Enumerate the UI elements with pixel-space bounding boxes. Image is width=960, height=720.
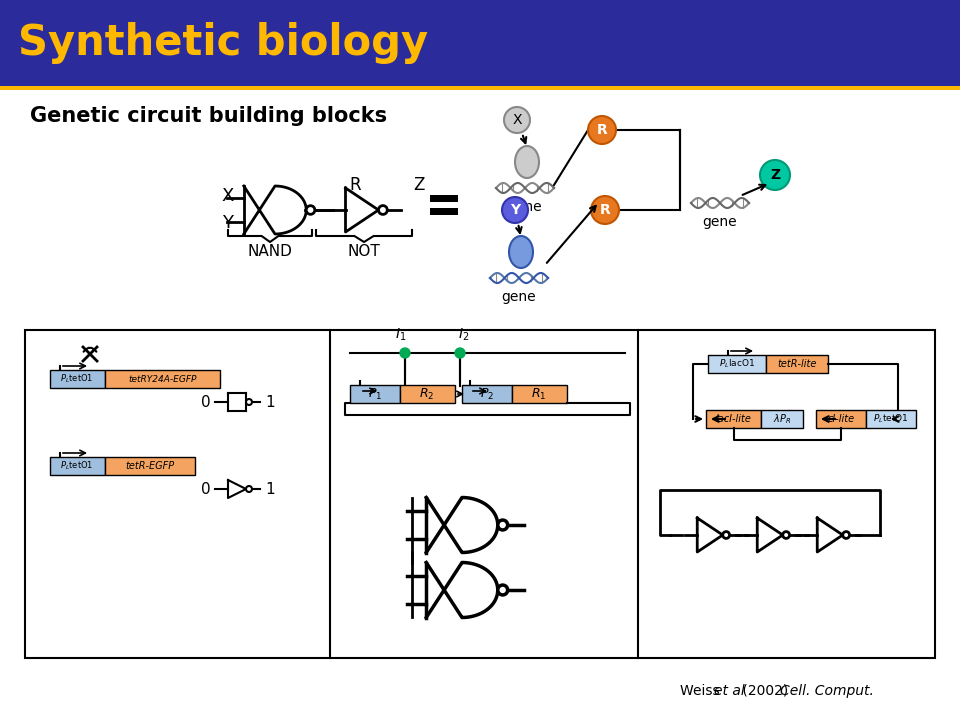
Text: $I_1$: $I_1$ [396,327,407,343]
Bar [430,195,458,202]
Polygon shape [817,518,843,552]
Bar [708,355,766,373]
Bar [761,410,803,428]
Circle shape [455,348,465,358]
Text: (2002): (2002) [738,684,793,698]
Circle shape [400,348,410,358]
Text: R: R [600,203,611,217]
Bar [400,385,455,403]
Bar [50,370,105,388]
Bar [816,410,866,428]
Text: $R_1$: $R_1$ [531,387,546,402]
Text: tetRY24A-EGFP: tetRY24A-EGFP [129,374,197,384]
Text: $P_L$lacO1: $P_L$lacO1 [719,358,756,370]
Polygon shape [426,498,497,552]
Circle shape [723,531,730,539]
Text: Synthetic biology: Synthetic biology [18,22,428,64]
Polygon shape [697,518,723,552]
Text: $P_L$tetO1: $P_L$tetO1 [873,413,909,426]
Text: $R_2$: $R_2$ [420,387,435,402]
Circle shape [843,531,850,539]
Bar [512,385,567,403]
Circle shape [246,486,252,492]
Text: X: X [222,187,234,205]
Text: $I_2$: $I_2$ [458,327,469,343]
Text: $P_L$tetO1: $P_L$tetO1 [60,373,94,385]
Bar [25,330,935,658]
Bar [0,86,960,90]
Bar [462,385,512,403]
Ellipse shape [509,236,533,268]
Polygon shape [346,188,378,232]
Text: NOT: NOT [348,244,380,259]
Circle shape [502,197,528,223]
Circle shape [497,585,508,595]
Text: cI-lite: cI-lite [828,414,854,424]
Polygon shape [757,518,782,552]
Circle shape [246,399,252,405]
Text: $\lambda P_R$: $\lambda P_R$ [773,412,791,426]
Text: NAND: NAND [248,244,293,259]
Text: et al: et al [714,684,745,698]
Text: Y: Y [510,203,520,217]
Text: 0: 0 [202,395,211,410]
Ellipse shape [515,146,539,178]
Bar [766,355,828,373]
Text: Genetic circuit building blocks: Genetic circuit building blocks [30,106,387,126]
Circle shape [378,206,387,215]
Text: R: R [596,123,608,137]
Text: gene: gene [703,215,737,229]
Text: 1: 1 [265,395,275,410]
Text: Y: Y [223,214,233,232]
Text: Cell. Comput.: Cell. Comput. [780,684,874,698]
Text: 1: 1 [265,482,275,497]
Bar [105,370,220,388]
Text: tetR-EGFP: tetR-EGFP [126,461,175,471]
Text: gene: gene [502,290,537,304]
Text: $P_L$tetO1: $P_L$tetO1 [60,460,94,472]
Text: Z: Z [414,176,424,194]
Polygon shape [244,186,306,234]
Text: tetR-lite: tetR-lite [778,359,817,369]
Bar [706,410,761,428]
Circle shape [588,116,616,144]
Circle shape [782,531,789,539]
Circle shape [306,206,315,215]
Text: R: R [349,176,361,194]
Circle shape [504,107,530,133]
Bar [50,457,105,475]
Bar [430,208,458,215]
Text: $P_2$: $P_2$ [480,387,494,402]
Text: gene: gene [508,200,542,214]
Circle shape [497,520,508,530]
Text: X: X [513,113,521,127]
Bar [105,457,195,475]
Bar [350,385,400,403]
Text: lacI-lite: lacI-lite [716,414,752,424]
Text: Z: Z [770,168,780,182]
Text: Weiss: Weiss [680,684,724,698]
Text: 0: 0 [202,482,211,497]
Circle shape [760,160,790,190]
Circle shape [591,196,619,224]
Polygon shape [426,562,497,618]
Bar [0,0,960,86]
Text: $P_1$: $P_1$ [368,387,382,402]
Bar [866,410,916,428]
Polygon shape [228,480,246,498]
